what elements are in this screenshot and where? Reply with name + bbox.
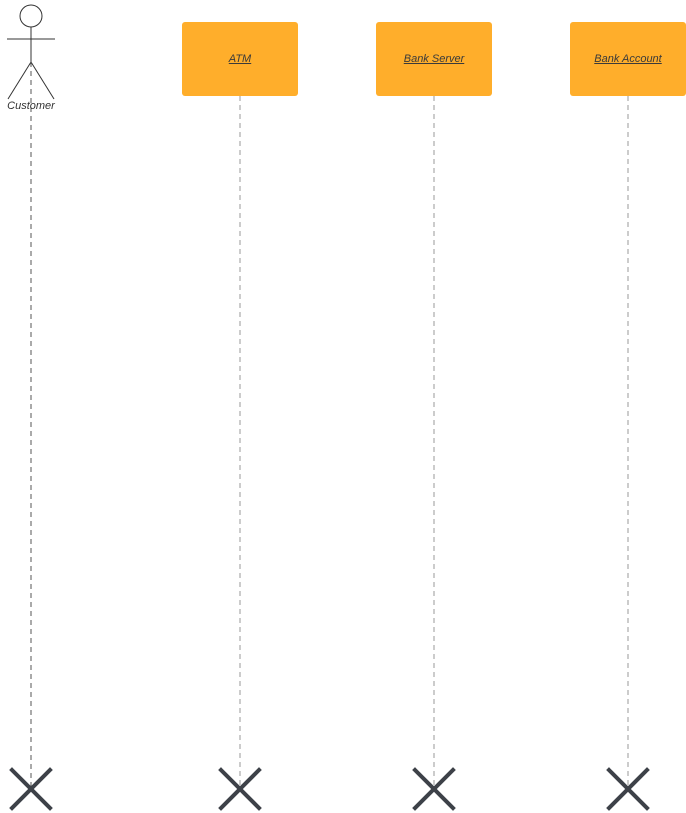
customer-actor-icon[interactable] [7,4,55,100]
atm-object-label: ATM [228,53,252,65]
bank-server-destroy-icon [412,767,456,811]
bank-account-object-box[interactable]: Bank Account [570,22,686,96]
atm-destroy-icon [218,767,262,811]
bank-server-object-box[interactable]: Bank Server [376,22,492,96]
actor-right-leg [30,61,55,100]
actor-head [19,4,43,28]
bank-account-destroy-icon [606,767,650,811]
customer-actor-label: Customer [7,100,55,112]
bank-account-object-label: Bank Account [594,53,662,65]
customer-destroy-icon [9,767,53,811]
atm-object-box[interactable]: ATM [182,22,298,96]
actor-left-leg [7,61,32,100]
bank-server-object-label: Bank Server [403,53,465,65]
